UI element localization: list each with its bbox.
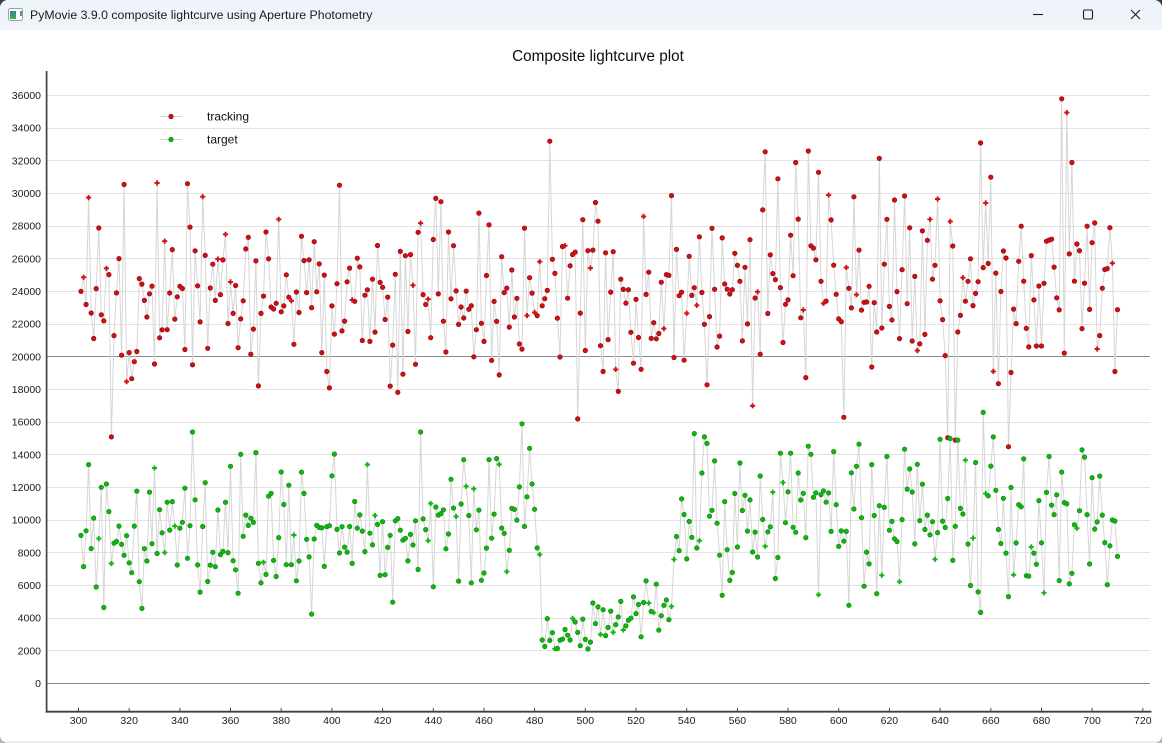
svg-text:720: 720 [1134, 715, 1152, 727]
svg-text:400: 400 [323, 715, 341, 727]
svg-text:10000: 10000 [12, 515, 41, 527]
svg-text:14000: 14000 [12, 449, 41, 461]
svg-text:340: 340 [171, 715, 189, 727]
svg-text:700: 700 [1083, 715, 1101, 727]
svg-text:8000: 8000 [18, 547, 42, 559]
svg-text:360: 360 [222, 715, 240, 727]
svg-text:32000: 32000 [12, 155, 41, 167]
svg-text:420: 420 [374, 715, 392, 727]
svg-text:4000: 4000 [18, 613, 42, 625]
svg-text:24000: 24000 [12, 286, 41, 298]
svg-text:0: 0 [35, 678, 41, 690]
svg-text:18000: 18000 [12, 384, 41, 396]
svg-text:640: 640 [931, 715, 949, 727]
svg-text:30000: 30000 [12, 188, 41, 200]
svg-text:target: target [207, 133, 238, 147]
svg-text:540: 540 [678, 715, 696, 727]
svg-text:16000: 16000 [12, 417, 41, 429]
svg-text:12000: 12000 [12, 482, 41, 494]
svg-text:520: 520 [627, 715, 645, 727]
svg-text:560: 560 [729, 715, 747, 727]
svg-text:300: 300 [70, 715, 88, 727]
svg-text:36000: 36000 [12, 90, 41, 102]
svg-text:22000: 22000 [12, 319, 41, 331]
svg-text:34000: 34000 [12, 123, 41, 135]
svg-text:440: 440 [425, 715, 443, 727]
svg-text:28000: 28000 [12, 221, 41, 233]
svg-text:580: 580 [779, 715, 797, 727]
svg-text:600: 600 [830, 715, 848, 727]
svg-text:Composite lightcurve plot: Composite lightcurve plot [512, 48, 684, 65]
svg-text:620: 620 [881, 715, 899, 727]
svg-text:2000: 2000 [18, 645, 42, 657]
svg-text:20000: 20000 [12, 351, 41, 363]
svg-text:460: 460 [475, 715, 493, 727]
svg-text:660: 660 [982, 715, 1000, 727]
svg-text:680: 680 [1033, 715, 1051, 727]
svg-text:380: 380 [272, 715, 290, 727]
svg-text:500: 500 [577, 715, 595, 727]
svg-text:480: 480 [526, 715, 544, 727]
svg-text:26000: 26000 [12, 253, 41, 265]
svg-text:6000: 6000 [18, 580, 42, 592]
svg-text:tracking: tracking [207, 110, 249, 124]
svg-text:320: 320 [120, 715, 138, 727]
